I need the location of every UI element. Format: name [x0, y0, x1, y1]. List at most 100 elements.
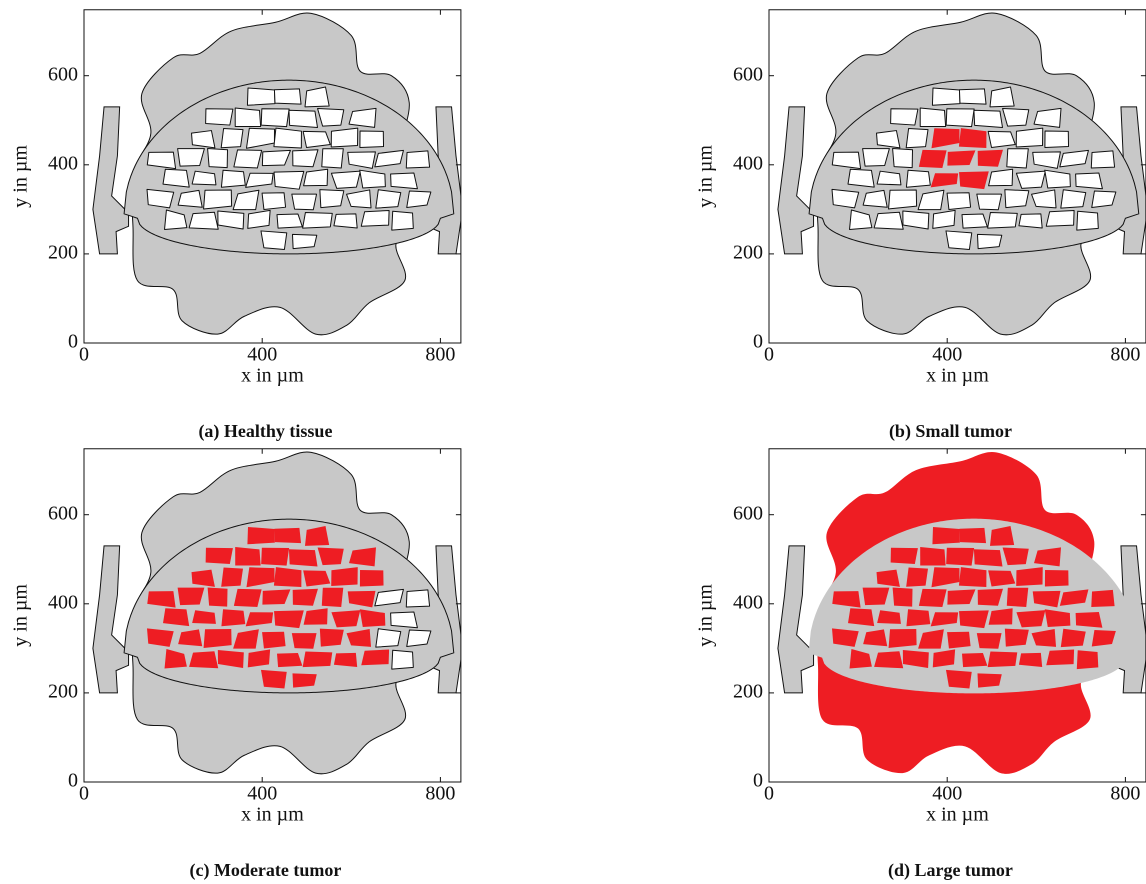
vessel-hole — [192, 171, 216, 185]
vessel-hole — [889, 629, 917, 648]
vessel-hole — [376, 629, 401, 647]
vessel-hole — [262, 193, 286, 210]
vessel-hole — [959, 128, 987, 148]
vessel-hole — [906, 170, 930, 187]
y-tick-label: 200 — [48, 241, 78, 263]
vessel-hole — [891, 548, 918, 564]
vessel-hole — [208, 149, 228, 168]
vessel-hole — [877, 131, 900, 148]
vessel-hole — [221, 609, 245, 626]
vessel-hole — [1045, 570, 1069, 587]
vessel-hole — [1046, 650, 1074, 666]
y-tick-label: 600 — [48, 63, 78, 85]
x-tick-label: 400 — [932, 344, 962, 366]
vessel-hole — [1007, 588, 1029, 607]
vessel-hole — [304, 169, 328, 185]
vessel-hole — [234, 150, 262, 168]
y-tick-label: 0 — [68, 331, 78, 353]
vessel-hole — [1092, 191, 1116, 208]
vessel-hole — [874, 651, 903, 668]
x-tick-label: 0 — [79, 344, 89, 366]
vessel-hole — [274, 171, 304, 189]
vessel-hole — [947, 632, 971, 649]
vessel-hole — [1091, 590, 1114, 607]
vessel-hole — [192, 131, 215, 148]
x-tick-label: 400 — [932, 783, 962, 805]
y-tick-label: 200 — [733, 241, 763, 263]
vessel-hole — [977, 194, 1002, 210]
vessel-hole — [919, 150, 947, 168]
figure: 04008000200400600x in µmy in µm(a) Healt… — [0, 0, 1146, 884]
x-tick-label: 800 — [425, 783, 455, 805]
vessel-hole — [1016, 567, 1043, 586]
vessel-arm — [93, 107, 129, 254]
vessel-hole — [235, 547, 260, 565]
vessel-hole — [406, 590, 429, 607]
vessel-hole — [331, 567, 358, 586]
vessel-hole — [1034, 108, 1061, 127]
x-tick-label: 0 — [764, 783, 774, 805]
vessel-hole — [906, 128, 928, 147]
vessel-hole — [893, 149, 913, 168]
y-tick-label: 600 — [733, 63, 763, 85]
vessel-hole — [303, 651, 333, 667]
y-axis-label: y in µm — [695, 145, 717, 208]
vessel-hole — [322, 588, 344, 607]
y-tick-label: 200 — [733, 680, 763, 702]
x-tick-label: 800 — [1110, 783, 1140, 805]
vessel-hole — [331, 128, 358, 147]
vessel-hole — [959, 171, 989, 189]
vessel-hole — [974, 110, 1003, 127]
caption: (c) Moderate tumor — [189, 860, 341, 881]
vessel-hole — [334, 653, 357, 667]
vessel-hole — [221, 170, 245, 187]
vessel-hole — [1046, 211, 1074, 227]
vessel-hole — [261, 231, 287, 250]
vessel-hole — [234, 589, 262, 607]
vessel-hole — [147, 189, 174, 208]
vessel-hole — [988, 651, 1018, 667]
y-tick-label: 400 — [48, 591, 78, 613]
vessel-hole — [320, 629, 344, 647]
vessel-hole — [322, 149, 344, 168]
vessel-hole — [303, 212, 333, 228]
vessel-hole — [208, 588, 228, 607]
vessel-hole — [303, 131, 330, 147]
vessel-hole — [893, 588, 913, 607]
vessel-hole — [391, 173, 418, 189]
vessel-hole — [221, 567, 243, 586]
vessel-hole — [1061, 629, 1086, 647]
vessel-hole — [189, 212, 218, 229]
vessel-hole — [262, 632, 286, 649]
vessel-hole — [407, 191, 431, 208]
vessel-hole — [946, 231, 972, 250]
vessel-hole — [1091, 151, 1114, 168]
vessel-hole — [406, 151, 429, 168]
vessel-hole — [932, 88, 959, 105]
caption: (b) Small tumor — [889, 421, 1012, 442]
vessel-hole — [863, 190, 887, 207]
vessel-hole — [376, 190, 401, 208]
vessel-hole — [178, 149, 205, 167]
vessel-hole — [277, 653, 302, 667]
vessel-hole — [247, 527, 274, 544]
vessel-hole — [1005, 629, 1029, 647]
x-tick-label: 0 — [79, 783, 89, 805]
vessel-hole — [178, 190, 202, 207]
vessel-hole — [1077, 211, 1099, 230]
vessel-hole — [274, 128, 302, 148]
panel: 04008000200400600x in µmy in µm(d) Large… — [695, 449, 1146, 881]
x-axis-label: x in µm — [241, 365, 304, 387]
vessel-hole — [292, 194, 317, 210]
vessel-hole — [946, 548, 974, 566]
vessel-hole — [163, 608, 189, 626]
vessel-hole — [293, 150, 318, 167]
vessel-hole — [206, 548, 233, 564]
y-axis-label: y in µm — [10, 584, 32, 647]
vessel-hole — [1019, 214, 1042, 228]
vessel-hole — [163, 169, 189, 187]
vessel-hole — [331, 171, 360, 188]
x-tick-label: 400 — [247, 783, 277, 805]
y-tick-label: 600 — [48, 502, 78, 524]
